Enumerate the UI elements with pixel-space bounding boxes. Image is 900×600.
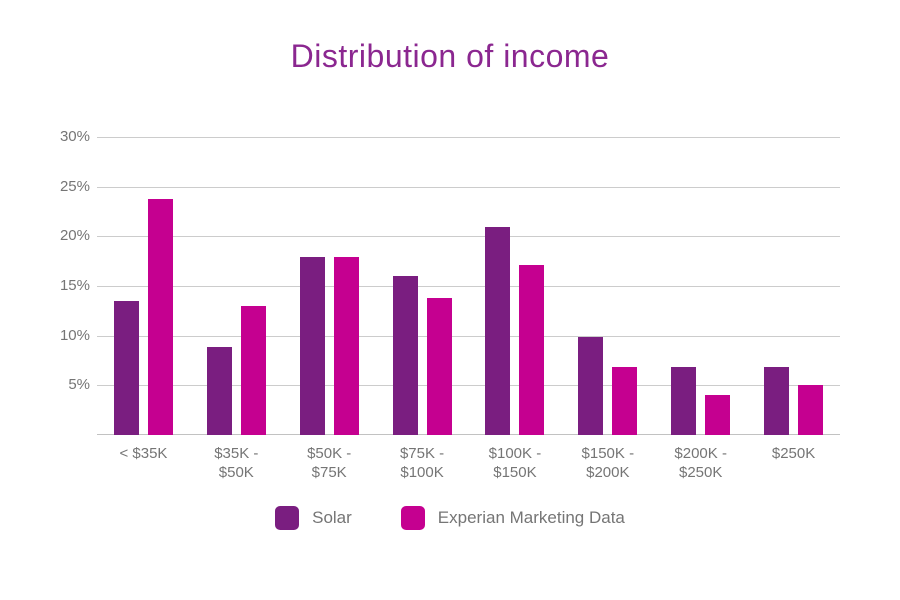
legend-label: Solar [312,508,352,527]
x-axis-tick-label: $200K - $250K [674,445,727,481]
bar-series-container [97,137,840,435]
bar-experian-marketing-data[interactable] [147,198,173,435]
bar-group [654,137,747,435]
bar-experian-marketing-data[interactable] [426,297,452,435]
plot-area [97,137,840,435]
x-axis-tick-label: $75K - $100K [399,445,445,481]
legend-item-solar: Solar [275,506,352,530]
bar-solar[interactable] [299,257,325,435]
chart-title: Distribution of income [290,38,610,74]
bar-group [97,137,190,435]
bar-experian-marketing-data[interactable] [612,367,638,435]
bar-solar[interactable] [485,227,511,435]
x-axis-tick-label: $150K - $200K [581,445,635,481]
gridline [97,137,840,138]
bar-solar[interactable] [671,367,697,435]
legend-item-experian: Experian Marketing Data [400,506,625,530]
bar-solar[interactable] [392,276,418,435]
x-axis-tick-label: $100K - $150K [488,445,542,481]
y-axis-tick-label: 15% [59,277,90,294]
bar-experian-marketing-data[interactable] [519,265,545,435]
x-axis-tick-label: $250K [771,445,816,462]
bar-group [561,137,654,435]
bar-group [283,137,376,435]
bar-experian-marketing-data[interactable] [705,395,731,435]
bar-group [190,137,283,435]
solar-swatch-icon [275,506,300,530]
gridline [97,236,840,238]
legend: Solar Experian Marketing Data [0,506,900,530]
gridline [97,335,840,337]
bar-solar[interactable] [764,367,790,435]
bar-experian-marketing-data[interactable] [333,257,359,435]
bar-solar[interactable] [113,300,139,435]
experian-swatch-icon [400,506,425,530]
y-axis-tick-label: 5% [68,376,90,394]
x-axis: < $35K $35K - $50K $50K - $75K $75K - $100K $10… [97,444,840,482]
bar-group [376,137,469,435]
x-axis-tick-label: < $35K [119,445,168,462]
bar-experian-marketing-data[interactable] [240,305,266,435]
y-axis-tick-label: 30% [59,128,90,145]
x-axis-tick-label: $50K - $75K [307,445,352,481]
bar-solar[interactable] [206,346,232,435]
y-axis-tick-label: 20% [59,227,90,245]
bar-group [747,137,840,435]
x-axis-tick-label: $35K - $50K [214,445,259,481]
legend-label: Experian Marketing Data [437,508,625,527]
gridline [97,385,840,387]
x-axis-baseline [97,434,840,435]
y-axis: 30% 25% 20% 15% 10% 5% [0,128,90,435]
bar-group [469,137,562,435]
bar-experian-marketing-data[interactable] [798,385,824,435]
gridline [97,186,840,188]
gridline [97,286,840,287]
y-axis-tick-label: 10% [59,326,90,344]
y-axis-tick-label: 25% [59,177,90,195]
bar-solar[interactable] [578,336,604,435]
